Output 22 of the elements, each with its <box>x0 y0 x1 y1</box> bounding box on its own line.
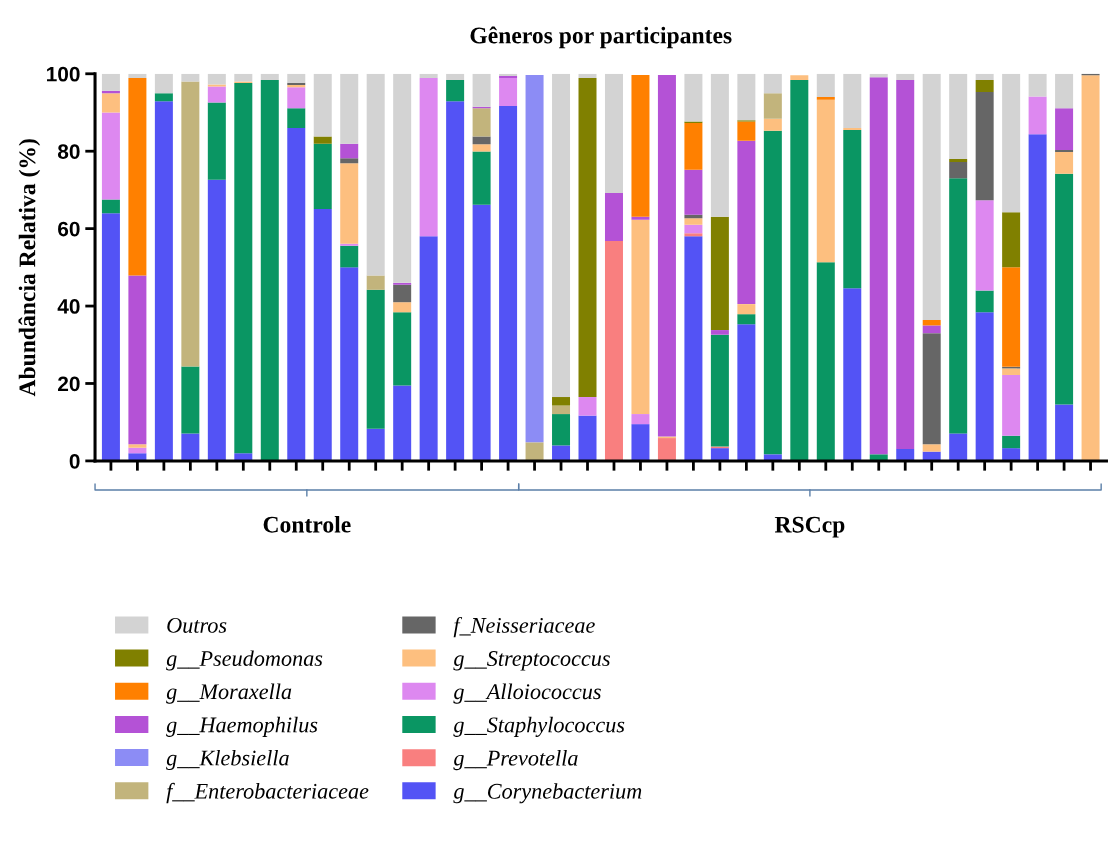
legend-label: g__Staphylococcus <box>453 716 625 737</box>
y-tick-label: 60 <box>58 221 80 237</box>
legend-label: g__Haemophilus <box>166 716 318 737</box>
legend-label: g__Alloiococcus <box>453 683 601 704</box>
legend-label: g__Klebsiella <box>166 749 289 771</box>
y-tick-label: 20 <box>58 376 80 392</box>
legend-label: g__Corynebacterium <box>453 783 642 804</box>
legend-label: Outros <box>167 617 227 633</box>
legend-label: g__Prevotella <box>453 749 578 771</box>
legend-label: g__Streptococcus <box>453 651 610 671</box>
y-axis-title: Abundância Relativa (%) <box>18 139 41 397</box>
legend-label: g__Moraxella <box>166 683 292 704</box>
text: RSCcp <box>774 516 845 538</box>
legend-label: g__Pseudomonas <box>166 650 323 671</box>
chart-title: Gêneros por participantes <box>470 26 732 49</box>
legend-label: f__Enterobacteriaceae <box>166 782 369 804</box>
text: Controle <box>263 516 351 533</box>
y-tick-label: 100 <box>47 66 80 82</box>
legend-label: f_Neisseriaceae <box>453 616 595 638</box>
y-tick-label: 80 <box>57 144 80 159</box>
y-tick-label: 0 <box>69 453 80 469</box>
y-tick-label: 40 <box>57 299 80 314</box>
